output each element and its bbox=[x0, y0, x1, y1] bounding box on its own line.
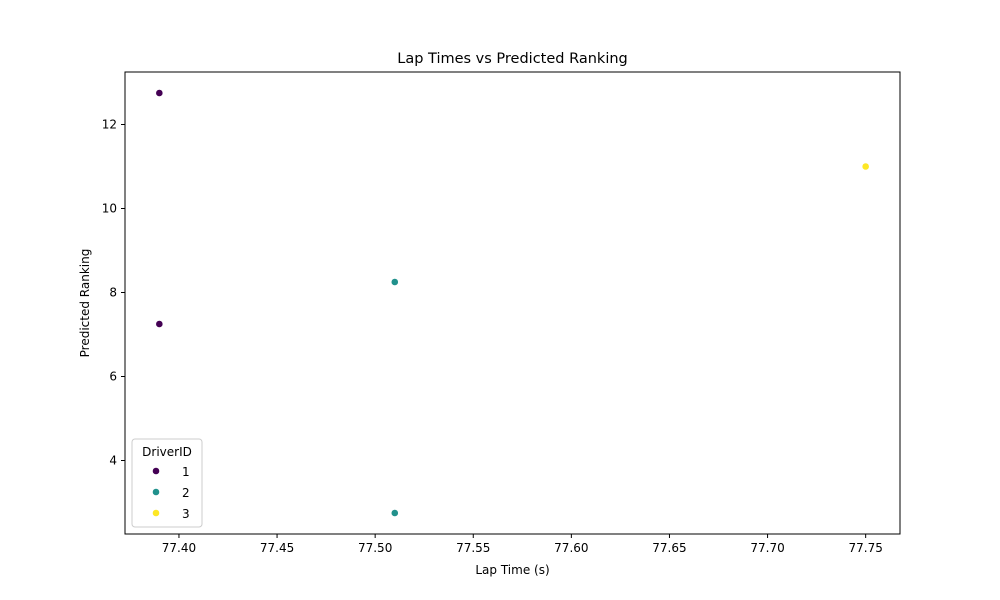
legend-label-driver-3: 3 bbox=[182, 507, 190, 521]
x-tick-label: 77.65 bbox=[652, 541, 686, 555]
legend: DriverID 1 2 3 bbox=[131, 438, 203, 528]
scatter-point-driver-3-0 bbox=[861, 162, 870, 171]
y-tick-label: 4 bbox=[109, 454, 117, 468]
y-tick-label: 6 bbox=[109, 370, 117, 384]
legend-title: DriverID bbox=[142, 445, 192, 459]
legend-frame bbox=[131, 438, 203, 528]
y-tick-label: 12 bbox=[102, 118, 117, 132]
x-tick-label: 77.60 bbox=[554, 541, 588, 555]
legend-label-driver-2: 2 bbox=[182, 486, 190, 500]
x-tick-label: 77.55 bbox=[456, 541, 490, 555]
x-axis-ticks: 77.40 77.45 77.50 77.55 77.60 77.65 77.70 77.75 bbox=[162, 534, 883, 555]
y-tick-label: 8 bbox=[109, 286, 117, 300]
scatter-point-driver-2-1 bbox=[390, 509, 399, 517]
legend-marker-driver-1 bbox=[152, 467, 160, 475]
x-tick-label: 77.70 bbox=[750, 541, 784, 555]
legend-marker-driver-2 bbox=[152, 488, 160, 496]
data-points bbox=[155, 89, 870, 517]
x-tick-label: 77.75 bbox=[848, 541, 882, 555]
x-tick-label: 77.50 bbox=[358, 541, 392, 555]
scatter-point-driver-1-0 bbox=[155, 89, 164, 97]
x-axis-label: Lap Time (s) bbox=[475, 563, 549, 577]
legend-marker-driver-3 bbox=[152, 509, 160, 517]
plot-area-frame bbox=[124, 71, 901, 535]
scatter-point-driver-1-1 bbox=[155, 320, 164, 328]
scatter-point-driver-2-0 bbox=[390, 278, 399, 286]
y-tick-label: 10 bbox=[102, 202, 117, 216]
legend-items: 1 2 3 bbox=[152, 465, 190, 521]
y-axis-label: Predicted Ranking bbox=[78, 249, 92, 358]
legend-label-driver-1: 1 bbox=[182, 465, 190, 479]
x-tick-label: 77.40 bbox=[162, 541, 196, 555]
chart-title: Lap Times vs Predicted Ranking bbox=[397, 51, 628, 67]
x-tick-label: 77.45 bbox=[260, 541, 294, 555]
y-axis-ticks: 4 6 8 10 12 bbox=[102, 118, 125, 468]
